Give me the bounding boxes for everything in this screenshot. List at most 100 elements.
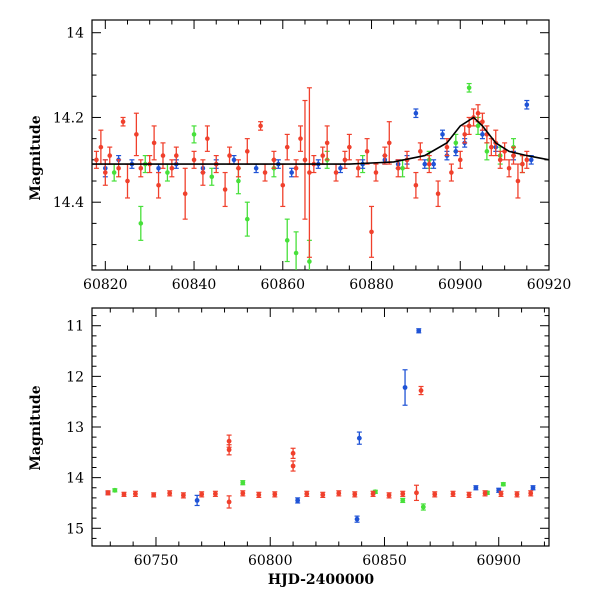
- green-data-point: [165, 170, 170, 175]
- green-data-point: [400, 166, 405, 171]
- bottom-panel: 60750 60800 60850 60900 11 12 13 14 15: [66, 307, 550, 569]
- green-data-point: [138, 221, 144, 226]
- x-tick-label: 60800: [248, 553, 293, 569]
- y-tick-label: 15: [66, 521, 84, 537]
- red-data-point: [435, 191, 441, 197]
- red-data-point: [414, 490, 419, 496]
- red-data-point: [480, 119, 485, 124]
- red-data-point: [515, 178, 521, 184]
- y-tick-label: 11: [66, 319, 84, 335]
- bottom-xlabel: HJD-2400000: [268, 572, 375, 588]
- red-data-point: [236, 166, 241, 171]
- blue-data-point: [440, 132, 445, 137]
- green-data-point: [453, 140, 459, 146]
- plot-frame: [91, 19, 550, 271]
- bottom-ylabel: Magnitude: [28, 385, 44, 470]
- red-data-point: [489, 144, 494, 150]
- x-tick-label: 60900: [476, 553, 521, 569]
- red-data-point: [418, 149, 423, 154]
- red-data-point: [355, 166, 361, 171]
- red-data-point: [386, 140, 392, 146]
- red-data-point: [103, 170, 108, 175]
- red-data-point: [290, 450, 296, 456]
- red-data-point: [284, 144, 290, 150]
- blue-data-point: [156, 166, 161, 171]
- blue-data-point: [295, 498, 301, 503]
- red-data-point: [342, 157, 348, 163]
- y-tick-label: 14.2: [53, 110, 84, 126]
- red-data-point: [528, 490, 534, 496]
- red-data-point: [200, 170, 206, 175]
- red-data-point: [138, 166, 144, 171]
- green-data-point: [236, 178, 241, 184]
- red-data-point: [320, 492, 326, 498]
- red-data-point: [290, 463, 296, 469]
- red-data-point: [105, 490, 111, 496]
- x-tick-label: 60750: [134, 553, 179, 569]
- red-data-point: [432, 491, 438, 497]
- green-data-point: [484, 149, 490, 154]
- red-data-point: [466, 492, 472, 498]
- red-data-point: [156, 182, 161, 188]
- red-data-point: [174, 153, 179, 158]
- blue-data-point: [422, 161, 428, 167]
- red-data-point: [181, 492, 186, 498]
- red-data-point: [120, 119, 126, 124]
- red-data-point: [413, 182, 419, 188]
- y-tick-label: 14.4: [53, 195, 84, 211]
- blue-data-point: [480, 132, 485, 137]
- red-data-point: [272, 491, 278, 497]
- red-data-point: [199, 491, 205, 497]
- plot-frame: [91, 307, 550, 547]
- blue-data-point: [473, 485, 479, 491]
- blue-data-point: [231, 157, 237, 163]
- red-data-point: [462, 132, 467, 137]
- red-data-point: [280, 182, 286, 188]
- green-data-point: [284, 238, 290, 243]
- red-data-point: [133, 491, 138, 497]
- red-data-point: [205, 136, 210, 141]
- green-data-point: [244, 216, 250, 222]
- blue-data-point: [453, 149, 459, 154]
- red-data-point: [226, 447, 232, 453]
- red-data-point: [121, 491, 127, 497]
- red-data-point: [336, 490, 342, 496]
- green-data-point: [112, 487, 118, 493]
- red-data-point: [324, 140, 330, 146]
- red-data-point: [333, 170, 339, 175]
- green-data-point: [307, 259, 312, 264]
- blue-data-point: [528, 157, 534, 163]
- red-data-point: [226, 499, 232, 505]
- blue-data-point: [289, 170, 294, 175]
- red-data-point: [482, 490, 488, 496]
- red-data-point: [256, 492, 262, 498]
- green-data-point: [466, 85, 472, 91]
- green-data-point: [420, 504, 426, 510]
- x-tick-label: 60860: [261, 277, 306, 293]
- red-data-point: [457, 157, 463, 163]
- red-data-point: [191, 157, 197, 163]
- red-data-point: [307, 170, 312, 175]
- red-data-point: [373, 170, 379, 175]
- red-data-point: [320, 153, 326, 158]
- x-tick-label: 60920: [527, 277, 572, 293]
- green-data-point: [111, 170, 117, 175]
- red-data-point: [222, 187, 228, 192]
- green-data-point: [500, 481, 506, 487]
- red-data-point: [134, 132, 139, 137]
- top-panel: 60820 60840 60860 60880 60900 60920 14 14.2 14.4: [53, 19, 572, 293]
- blue-data-point: [530, 485, 536, 491]
- red-data-point: [293, 166, 299, 171]
- blue-data-point: [431, 161, 436, 167]
- red-data-point: [386, 492, 392, 498]
- red-data-point: [497, 157, 503, 163]
- x-tick-label: 60820: [83, 277, 128, 293]
- red-data-point: [212, 491, 218, 497]
- red-data-point: [426, 161, 432, 167]
- green-data-point: [209, 174, 215, 180]
- blue-data-point: [413, 110, 419, 116]
- red-data-point: [369, 229, 374, 235]
- red-data-point: [450, 491, 456, 497]
- green-data-point: [400, 498, 406, 503]
